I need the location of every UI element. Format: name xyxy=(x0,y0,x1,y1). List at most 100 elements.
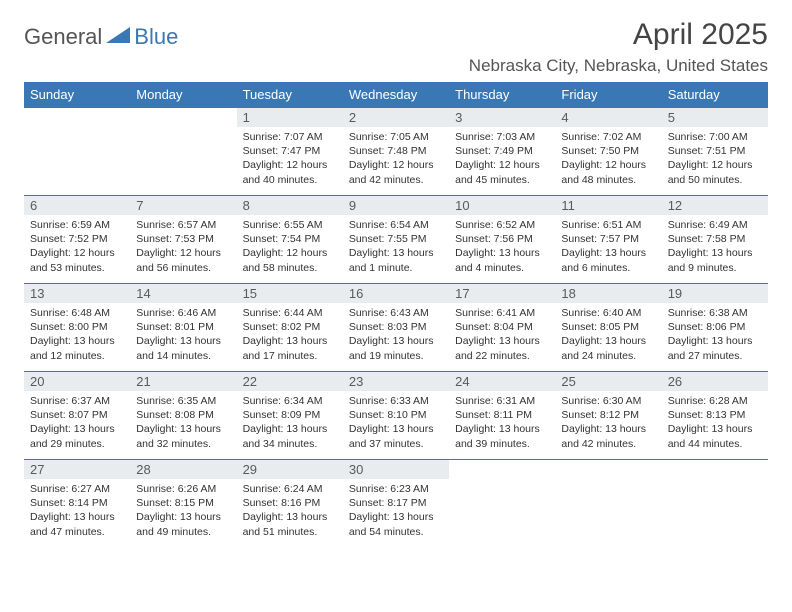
day-number: 29 xyxy=(237,460,343,479)
day-number: 21 xyxy=(130,372,236,391)
day-details: Sunrise: 6:57 AMSunset: 7:53 PMDaylight:… xyxy=(130,215,236,279)
day-number: 25 xyxy=(555,372,661,391)
day-details: Sunrise: 6:41 AMSunset: 8:04 PMDaylight:… xyxy=(449,303,555,367)
day-details: Sunrise: 6:43 AMSunset: 8:03 PMDaylight:… xyxy=(343,303,449,367)
calendar-cell: 19Sunrise: 6:38 AMSunset: 8:06 PMDayligh… xyxy=(662,284,768,372)
brand-mark-icon xyxy=(106,25,132,50)
brand-blue: Blue xyxy=(134,24,178,50)
day-number: 17 xyxy=(449,284,555,303)
calendar-cell: 13Sunrise: 6:48 AMSunset: 8:00 PMDayligh… xyxy=(24,284,130,372)
calendar-cell: 20Sunrise: 6:37 AMSunset: 8:07 PMDayligh… xyxy=(24,372,130,460)
calendar-cell: 9Sunrise: 6:54 AMSunset: 7:55 PMDaylight… xyxy=(343,196,449,284)
calendar-row: 13Sunrise: 6:48 AMSunset: 8:00 PMDayligh… xyxy=(24,284,768,372)
day-details: Sunrise: 6:38 AMSunset: 8:06 PMDaylight:… xyxy=(662,303,768,367)
calendar-row: 6Sunrise: 6:59 AMSunset: 7:52 PMDaylight… xyxy=(24,196,768,284)
day-details: Sunrise: 7:00 AMSunset: 7:51 PMDaylight:… xyxy=(662,127,768,191)
day-details: Sunrise: 6:33 AMSunset: 8:10 PMDaylight:… xyxy=(343,391,449,455)
day-details: Sunrise: 6:28 AMSunset: 8:13 PMDaylight:… xyxy=(662,391,768,455)
calendar-cell: 14Sunrise: 6:46 AMSunset: 8:01 PMDayligh… xyxy=(130,284,236,372)
day-number: 16 xyxy=(343,284,449,303)
day-number: 5 xyxy=(662,108,768,127)
calendar-cell: 21Sunrise: 6:35 AMSunset: 8:08 PMDayligh… xyxy=(130,372,236,460)
day-details: Sunrise: 6:49 AMSunset: 7:58 PMDaylight:… xyxy=(662,215,768,279)
calendar-cell: 6Sunrise: 6:59 AMSunset: 7:52 PMDaylight… xyxy=(24,196,130,284)
day-details: Sunrise: 6:55 AMSunset: 7:54 PMDaylight:… xyxy=(237,215,343,279)
day-details: Sunrise: 6:30 AMSunset: 8:12 PMDaylight:… xyxy=(555,391,661,455)
calendar-head: SundayMondayTuesdayWednesdayThursdayFrid… xyxy=(24,82,768,108)
day-details: Sunrise: 6:52 AMSunset: 7:56 PMDaylight:… xyxy=(449,215,555,279)
day-number: 10 xyxy=(449,196,555,215)
day-details: Sunrise: 6:54 AMSunset: 7:55 PMDaylight:… xyxy=(343,215,449,279)
day-number: 18 xyxy=(555,284,661,303)
day-number: 23 xyxy=(343,372,449,391)
day-details: Sunrise: 6:26 AMSunset: 8:15 PMDaylight:… xyxy=(130,479,236,543)
day-details: Sunrise: 6:23 AMSunset: 8:17 PMDaylight:… xyxy=(343,479,449,543)
title-block: April 2025 Nebraska City, Nebraska, Unit… xyxy=(469,18,768,76)
header: General Blue April 2025 Nebraska City, N… xyxy=(24,18,768,76)
day-details: Sunrise: 6:31 AMSunset: 8:11 PMDaylight:… xyxy=(449,391,555,455)
day-number: 3 xyxy=(449,108,555,127)
calendar-row: 1Sunrise: 7:07 AMSunset: 7:47 PMDaylight… xyxy=(24,108,768,196)
calendar-cell: 27Sunrise: 6:27 AMSunset: 8:14 PMDayligh… xyxy=(24,460,130,548)
page-title: April 2025 xyxy=(469,18,768,52)
calendar-cell: 15Sunrise: 6:44 AMSunset: 8:02 PMDayligh… xyxy=(237,284,343,372)
calendar-row: 20Sunrise: 6:37 AMSunset: 8:07 PMDayligh… xyxy=(24,372,768,460)
calendar-cell: 12Sunrise: 6:49 AMSunset: 7:58 PMDayligh… xyxy=(662,196,768,284)
day-details: Sunrise: 6:34 AMSunset: 8:09 PMDaylight:… xyxy=(237,391,343,455)
day-number: 19 xyxy=(662,284,768,303)
calendar-cell: 11Sunrise: 6:51 AMSunset: 7:57 PMDayligh… xyxy=(555,196,661,284)
calendar-cell: 29Sunrise: 6:24 AMSunset: 8:16 PMDayligh… xyxy=(237,460,343,548)
calendar-cell xyxy=(449,460,555,548)
day-details: Sunrise: 6:27 AMSunset: 8:14 PMDaylight:… xyxy=(24,479,130,543)
day-number: 27 xyxy=(24,460,130,479)
calendar-cell: 24Sunrise: 6:31 AMSunset: 8:11 PMDayligh… xyxy=(449,372,555,460)
day-number: 22 xyxy=(237,372,343,391)
day-details: Sunrise: 6:40 AMSunset: 8:05 PMDaylight:… xyxy=(555,303,661,367)
day-number: 14 xyxy=(130,284,236,303)
day-number: 1 xyxy=(237,108,343,127)
calendar-cell xyxy=(662,460,768,548)
day-number: 15 xyxy=(237,284,343,303)
brand-logo: General Blue xyxy=(24,18,178,50)
weekday-header: Tuesday xyxy=(237,82,343,108)
day-number: 4 xyxy=(555,108,661,127)
location: Nebraska City, Nebraska, United States xyxy=(469,56,768,76)
calendar-cell: 4Sunrise: 7:02 AMSunset: 7:50 PMDaylight… xyxy=(555,108,661,196)
weekday-header: Sunday xyxy=(24,82,130,108)
day-number: 12 xyxy=(662,196,768,215)
calendar-cell: 22Sunrise: 6:34 AMSunset: 8:09 PMDayligh… xyxy=(237,372,343,460)
day-details: Sunrise: 7:07 AMSunset: 7:47 PMDaylight:… xyxy=(237,127,343,191)
brand-general: General xyxy=(24,24,102,50)
weekday-header: Thursday xyxy=(449,82,555,108)
day-details: Sunrise: 6:44 AMSunset: 8:02 PMDaylight:… xyxy=(237,303,343,367)
calendar-cell xyxy=(24,108,130,196)
day-number: 6 xyxy=(24,196,130,215)
day-details: Sunrise: 6:37 AMSunset: 8:07 PMDaylight:… xyxy=(24,391,130,455)
weekday-header: Friday xyxy=(555,82,661,108)
weekday-header: Wednesday xyxy=(343,82,449,108)
day-details: Sunrise: 7:02 AMSunset: 7:50 PMDaylight:… xyxy=(555,127,661,191)
calendar-cell: 23Sunrise: 6:33 AMSunset: 8:10 PMDayligh… xyxy=(343,372,449,460)
calendar-cell: 8Sunrise: 6:55 AMSunset: 7:54 PMDaylight… xyxy=(237,196,343,284)
calendar-row: 27Sunrise: 6:27 AMSunset: 8:14 PMDayligh… xyxy=(24,460,768,548)
day-number: 26 xyxy=(662,372,768,391)
day-number: 30 xyxy=(343,460,449,479)
day-details: Sunrise: 7:05 AMSunset: 7:48 PMDaylight:… xyxy=(343,127,449,191)
day-number: 2 xyxy=(343,108,449,127)
calendar-cell: 16Sunrise: 6:43 AMSunset: 8:03 PMDayligh… xyxy=(343,284,449,372)
day-number: 11 xyxy=(555,196,661,215)
calendar-cell: 5Sunrise: 7:00 AMSunset: 7:51 PMDaylight… xyxy=(662,108,768,196)
day-number: 24 xyxy=(449,372,555,391)
calendar-cell: 26Sunrise: 6:28 AMSunset: 8:13 PMDayligh… xyxy=(662,372,768,460)
day-details: Sunrise: 6:51 AMSunset: 7:57 PMDaylight:… xyxy=(555,215,661,279)
calendar-body: 1Sunrise: 7:07 AMSunset: 7:47 PMDaylight… xyxy=(24,108,768,548)
calendar-cell: 17Sunrise: 6:41 AMSunset: 8:04 PMDayligh… xyxy=(449,284,555,372)
calendar-cell: 2Sunrise: 7:05 AMSunset: 7:48 PMDaylight… xyxy=(343,108,449,196)
day-details: Sunrise: 6:35 AMSunset: 8:08 PMDaylight:… xyxy=(130,391,236,455)
weekday-header: Monday xyxy=(130,82,236,108)
calendar-cell: 3Sunrise: 7:03 AMSunset: 7:49 PMDaylight… xyxy=(449,108,555,196)
day-details: Sunrise: 6:59 AMSunset: 7:52 PMDaylight:… xyxy=(24,215,130,279)
day-number: 8 xyxy=(237,196,343,215)
calendar-table: SundayMondayTuesdayWednesdayThursdayFrid… xyxy=(24,82,768,548)
day-number: 7 xyxy=(130,196,236,215)
